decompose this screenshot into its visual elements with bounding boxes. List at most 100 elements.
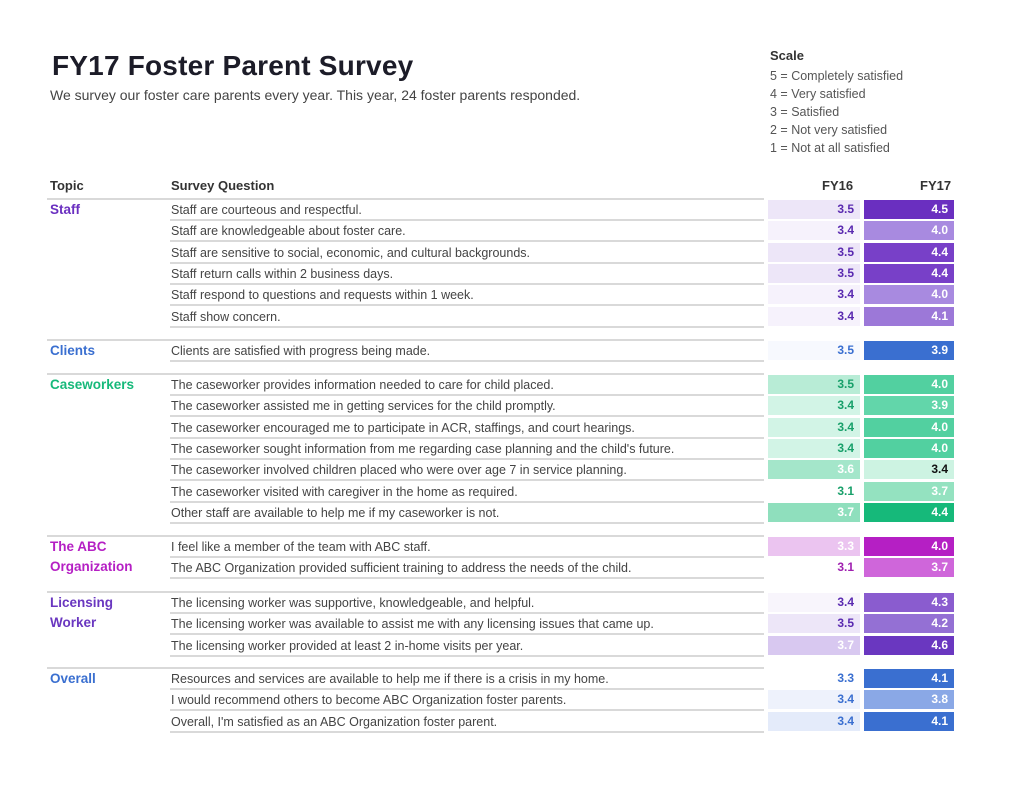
topic-label: The ABC Organization [50, 539, 133, 574]
row-divider [170, 394, 764, 396]
row-divider [170, 415, 764, 418]
survey-question: The caseworker visited with caregiver in… [171, 484, 518, 499]
topic-label: Staff [50, 202, 80, 217]
survey-question: The caseworker provides information need… [171, 378, 554, 392]
topic-label: Licensing Worker [50, 595, 114, 630]
fy17-score: 3.8 [864, 690, 954, 710]
row-divider [170, 633, 764, 636]
survey-question: Staff are courteous and respectful. [171, 203, 362, 217]
survey-question: I feel like a member of the team with AB… [171, 540, 431, 554]
fy17-score: 4.1 [864, 306, 954, 326]
fy16-score: 3.4 [768, 690, 860, 710]
topic-label: Overall [50, 671, 96, 686]
row-divider [170, 654, 764, 657]
survey-question: Overall, I'm satisfied as an ABC Organiz… [171, 714, 498, 729]
topic-label: Clients [50, 343, 96, 358]
fy17-score: 4.0 [864, 537, 954, 556]
fy16-score: 3.5 [768, 200, 860, 219]
fy17-score: 3.9 [864, 341, 954, 360]
fy16-score: 3.5 [768, 375, 860, 394]
survey-question: The licensing worker was available to as… [171, 617, 654, 632]
fy17-score: 4.0 [864, 417, 954, 437]
survey-question: The ABC Organization provided sufficient… [171, 561, 632, 576]
header-fy17: FY17 [920, 178, 952, 193]
fy17-score: 3.7 [864, 558, 954, 578]
fy17-score: 4.1 [864, 711, 954, 731]
row-divider [170, 500, 764, 503]
scale-item: 4 = Very satisfied [770, 87, 866, 101]
fy17-score: 4.5 [864, 200, 954, 219]
fy16-score: 3.4 [768, 221, 860, 241]
fy16-score: 3.7 [768, 635, 860, 655]
scale-title: Scale [770, 48, 804, 63]
fy17-score: 4.4 [864, 263, 954, 283]
row-divider [170, 479, 764, 482]
scale-item: 1 = Not at all satisfied [770, 141, 890, 155]
row-divider [170, 556, 764, 558]
fy16-score: 3.5 [768, 614, 860, 634]
fy16-score: 3.6 [768, 460, 860, 480]
row-divider [170, 325, 764, 328]
header-question: Survey Question [171, 178, 275, 193]
topic-divider [47, 535, 764, 537]
fy17-score: 4.1 [864, 669, 954, 688]
survey-question: The licensing worker was supportive, kno… [171, 596, 535, 610]
topic-divider [47, 198, 764, 200]
survey-question: The caseworker sought information from m… [171, 441, 675, 456]
fy16-score: 3.3 [768, 669, 860, 688]
survey-question: Staff show concern. [171, 309, 281, 324]
fy17-score: 4.3 [864, 593, 954, 612]
fy17-score: 3.9 [864, 396, 954, 416]
row-divider [170, 240, 764, 243]
survey-question: Staff are sensitive to social, economic,… [171, 245, 530, 260]
row-divider [170, 521, 764, 524]
fy17-score: 4.6 [864, 635, 954, 655]
row-divider [170, 612, 764, 614]
row-divider [170, 688, 764, 690]
fy16-score: 3.5 [768, 341, 860, 360]
survey-question: I would recommend others to become ABC O… [171, 693, 567, 708]
topic-label: Caseworkers [50, 377, 135, 392]
row-divider [170, 219, 764, 221]
topic-divider [47, 373, 764, 375]
fy16-score: 3.4 [768, 396, 860, 416]
row-divider [170, 360, 764, 362]
scale-item: 5 = Completely satisfied [770, 69, 904, 83]
page-subtitle: We survey our foster care parents every … [50, 87, 581, 103]
fy17-score: 4.4 [864, 502, 954, 522]
survey-question: Other staff are available to help me if … [171, 505, 500, 520]
fy17-score: 4.0 [864, 285, 954, 305]
fy16-score: 3.7 [768, 502, 860, 522]
row-divider [170, 709, 764, 712]
fy17-score: 4.0 [864, 438, 954, 458]
fy16-score: 3.4 [768, 306, 860, 326]
page-title: FY17 Foster Parent Survey [52, 50, 414, 81]
survey-question: The caseworker encouraged me to particip… [171, 420, 635, 435]
fy16-score: 3.4 [768, 285, 860, 305]
fy17-score: 3.7 [864, 481, 954, 501]
header-topic: Topic [50, 178, 84, 193]
topic-divider [47, 591, 764, 593]
survey-question: Staff respond to questions and requests … [171, 288, 474, 303]
topic-divider [47, 339, 764, 341]
row-divider [170, 261, 764, 264]
row-divider [170, 577, 764, 580]
survey-question: Resources and services are available to … [171, 672, 609, 686]
fy17-score: 4.4 [864, 242, 954, 262]
fy16-score: 3.1 [768, 481, 860, 501]
survey-question: The licensing worker provided at least 2… [171, 638, 524, 653]
row-divider [170, 282, 764, 285]
survey-question: The caseworker assisted me in getting se… [171, 399, 556, 414]
row-divider [170, 730, 764, 733]
survey-question: Clients are satisfied with progress bein… [171, 344, 431, 358]
survey-question: Staff return calls within 2 business day… [171, 266, 394, 281]
row-divider [170, 436, 764, 439]
fy17-score: 4.2 [864, 614, 954, 634]
fy16-score: 3.3 [768, 537, 860, 556]
topic-divider [47, 667, 764, 669]
header-fy16: FY16 [822, 178, 854, 193]
fy16-score: 3.1 [768, 558, 860, 578]
fy17-score: 4.0 [864, 221, 954, 241]
survey-question: The caseworker involved children placed … [171, 463, 627, 478]
fy16-score: 3.4 [768, 711, 860, 731]
